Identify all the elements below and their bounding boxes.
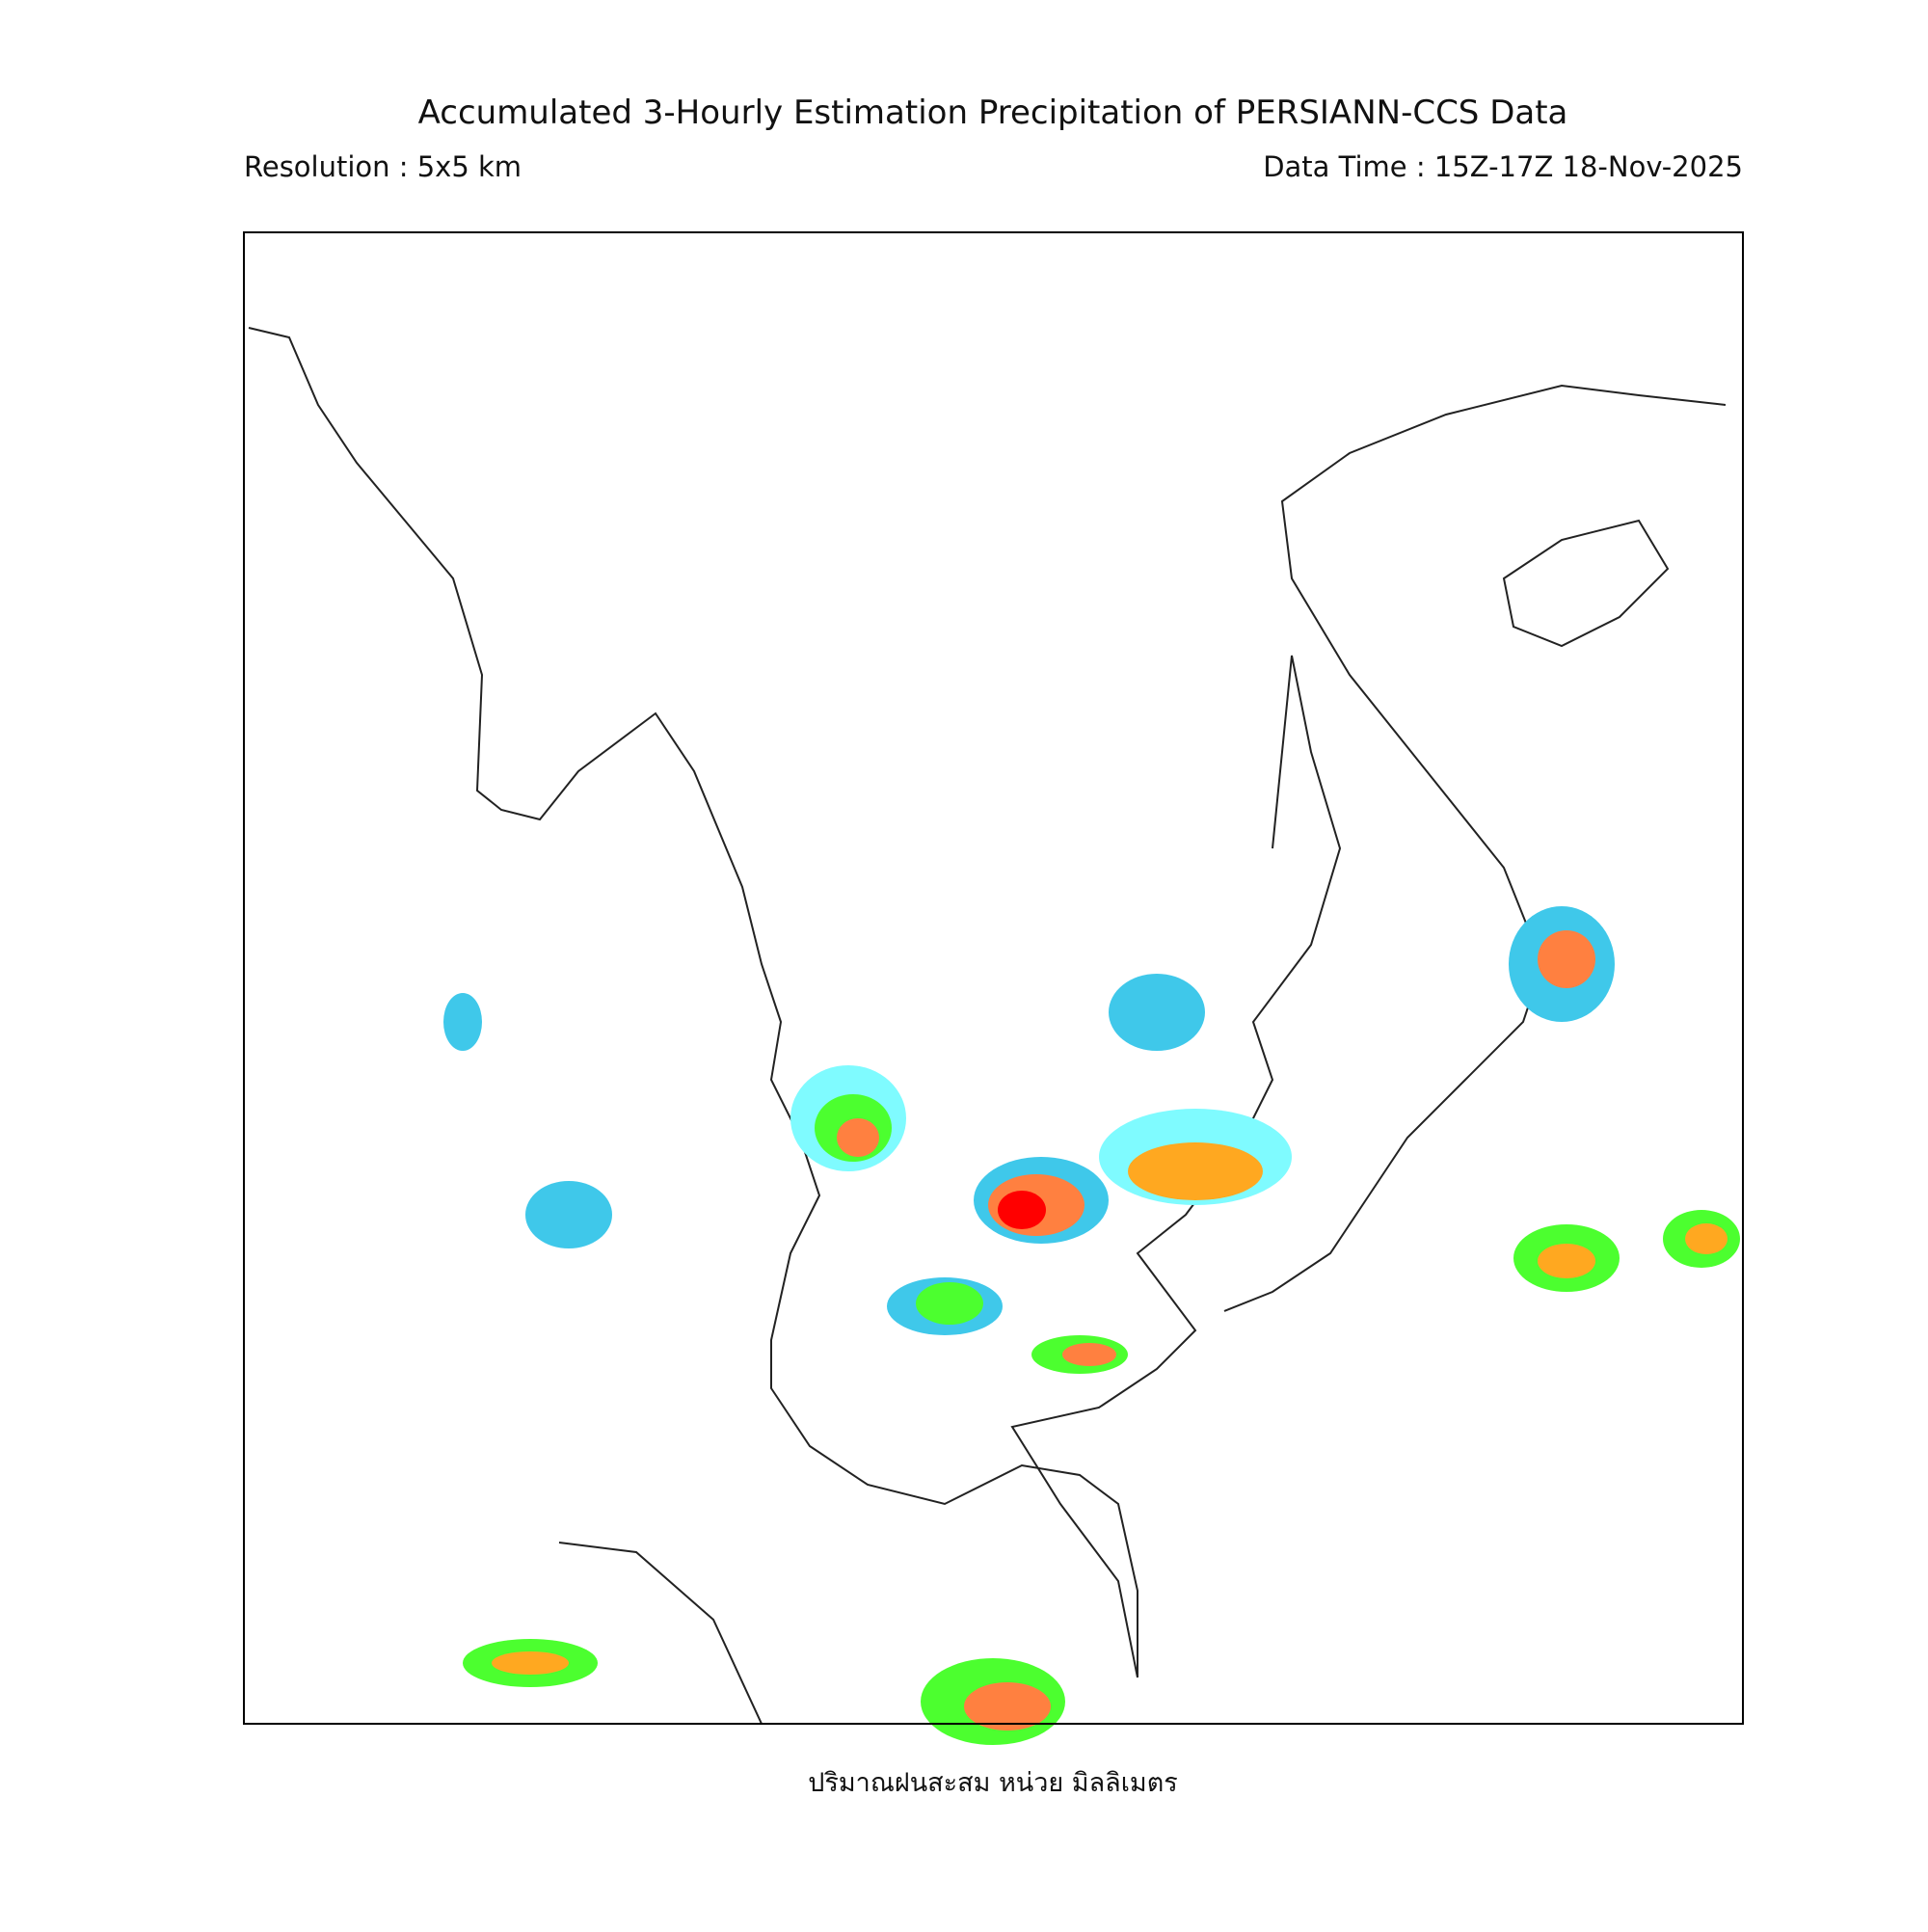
colorbar-label: ปริมาณฝนสะสม หน่วย มิลลิเมตร (808, 1768, 1178, 1798)
rain-area (916, 1282, 983, 1325)
rain-area (1538, 1244, 1595, 1278)
coastlines (248, 327, 1727, 1725)
coastline (248, 327, 1138, 1677)
map (243, 231, 1744, 1745)
rain-area (1538, 930, 1595, 988)
coastline (1223, 384, 1727, 1312)
coastline (558, 1542, 763, 1725)
rain-area (998, 1191, 1046, 1229)
coastline (1010, 655, 1342, 1678)
rain-area (443, 993, 482, 1051)
map-background (244, 232, 1743, 1724)
island (1502, 519, 1670, 648)
rain-area (1128, 1142, 1263, 1200)
rain-area (492, 1651, 569, 1675)
rain-area (1685, 1223, 1727, 1254)
data-time: Data Time : 15Z-17Z 18-Nov-2025 (1263, 150, 1743, 183)
map-frame (243, 231, 1744, 1725)
rain-area (1062, 1343, 1116, 1366)
title: Accumulated 3-Hourly Estimation Precipit… (418, 94, 1568, 132)
resolution: Resolution : 5x5 km (244, 150, 522, 183)
rain-area (837, 1118, 879, 1157)
rain-area (525, 1181, 612, 1248)
rain-area (1109, 974, 1205, 1051)
rain-area (964, 1682, 1051, 1731)
